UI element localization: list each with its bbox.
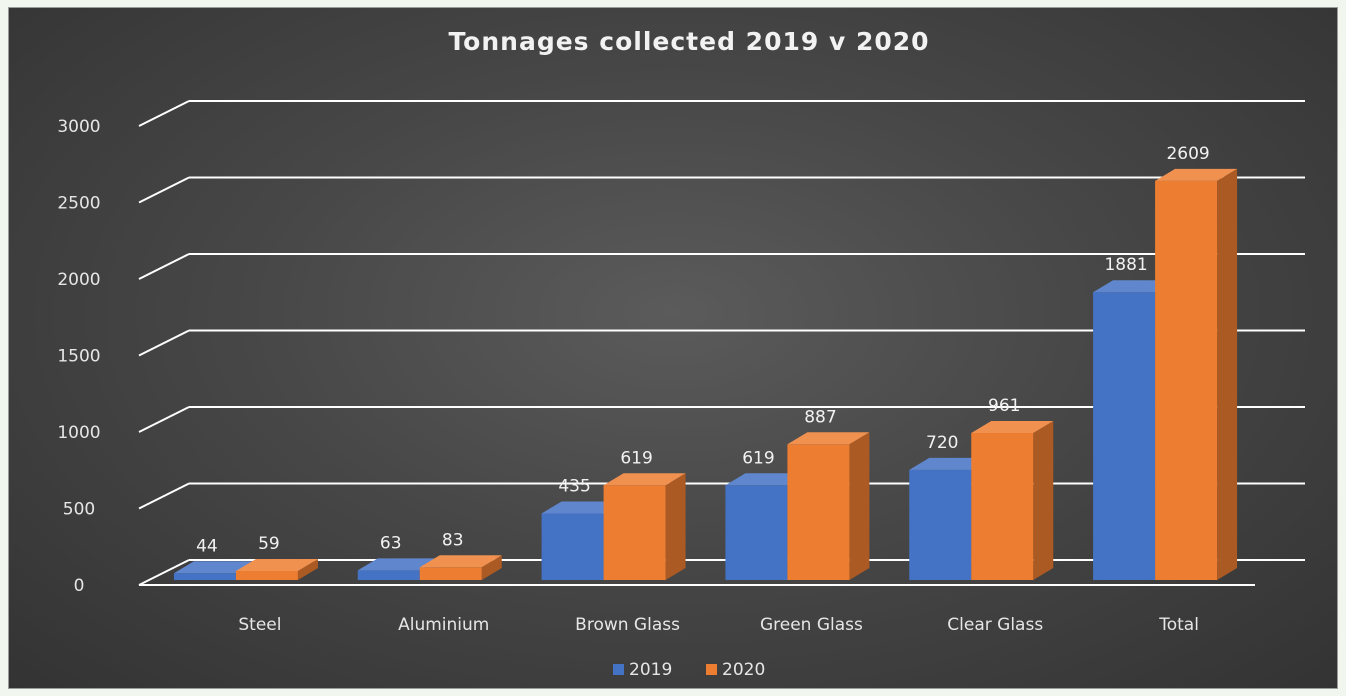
data-labels: 44 59 63 83 435 619 619 887 720 961 1881 2609 [196, 144, 1210, 556]
bar-side [849, 432, 870, 580]
bar-side [665, 473, 686, 580]
category-label: Steel [238, 615, 281, 635]
bar-front [603, 485, 666, 580]
category-label: Aluminium [398, 615, 489, 635]
y-tick-label: 2500 [57, 194, 100, 214]
bar-top [1155, 168, 1238, 181]
chart-title: Tonnages collected 2019 v 2020 [448, 27, 929, 56]
legend-swatch-2020 [706, 664, 717, 675]
data-label: 83 [442, 530, 464, 550]
bar-front [1093, 292, 1156, 580]
gridline-diagonal [138, 100, 190, 127]
data-label: 63 [380, 533, 402, 553]
y-tick-label: 0 [74, 576, 85, 596]
category-label: Brown Glass [575, 615, 680, 635]
data-label: 435 [558, 476, 590, 496]
legend-label-2020: 2020 [722, 660, 765, 680]
bar-top [971, 420, 1054, 433]
bar-front [787, 444, 850, 580]
bar-2020-clear-glass [971, 420, 1054, 580]
chart-svg: Tonnages collected 2019 v 2020 0 500 1000 1… [57, 27, 1305, 680]
data-label: 961 [988, 396, 1020, 416]
bar-top [541, 501, 624, 514]
bars [173, 168, 1238, 580]
data-label: 619 [620, 448, 652, 468]
bar-top [173, 561, 256, 574]
bar-side [481, 555, 502, 580]
bar-side [1217, 168, 1238, 580]
data-label: 2609 [1166, 144, 1209, 164]
bar-top [603, 473, 686, 486]
bar-2020-brown-glass [603, 473, 686, 580]
bar-2020-aluminium [419, 555, 502, 580]
legend-swatch-2019 [613, 664, 624, 675]
bar-front [971, 432, 1034, 580]
chart-frame: Tonnages collected 2019 v 2020 0 500 1000 1… [8, 7, 1338, 689]
x-axis-categories: Steel Aluminium Brown Glass Green Glass Clea… [238, 615, 1199, 635]
bar-2020-total [1155, 168, 1238, 580]
bar-front [725, 485, 788, 580]
gridline-diagonal [138, 482, 190, 510]
category-label: Clear Glass [947, 615, 1043, 635]
y-tick-label: 1500 [57, 347, 100, 367]
bar-side [297, 558, 318, 580]
bar-front [1155, 180, 1218, 580]
y-axis-ticks: 0 500 1000 1500 2000 2500 3000 [57, 117, 100, 596]
bar-2020-green-glass [787, 432, 870, 580]
gridline-diagonal [138, 329, 190, 357]
bar-top [725, 473, 808, 486]
bar-top [1093, 280, 1176, 293]
legend-label-2019: 2019 [629, 660, 672, 680]
category-label: Total [1158, 615, 1199, 635]
bar-front [909, 469, 972, 580]
bar-top [419, 555, 502, 568]
bar-2020-steel [235, 558, 318, 580]
bar-front [357, 570, 420, 580]
data-label: 1881 [1104, 255, 1147, 275]
bar-front [235, 570, 298, 580]
data-label: 59 [258, 534, 280, 554]
y-tick-label: 1000 [57, 423, 100, 443]
category-label: Green Glass [760, 615, 863, 635]
data-label: 619 [742, 448, 774, 468]
y-tick-label: 3000 [57, 117, 100, 137]
y-tick-label: 500 [63, 500, 95, 520]
bar-side [1033, 420, 1054, 580]
y-tick-label: 2000 [57, 270, 100, 290]
data-label: 720 [926, 433, 958, 453]
data-label: 44 [196, 536, 218, 556]
bar-front [173, 573, 236, 580]
data-label: 887 [804, 407, 836, 427]
bar-top [357, 558, 440, 571]
gridlines [138, 100, 1305, 586]
gridline-diagonal [138, 406, 190, 433]
legend: 2019 2020 [613, 660, 765, 680]
bar-top [235, 558, 318, 571]
bar-front [541, 513, 604, 580]
gridline-diagonal [138, 176, 190, 204]
bar-top [787, 432, 870, 445]
gridline-diagonal [138, 559, 190, 586]
bar-top [909, 457, 992, 470]
gridline-diagonal [138, 253, 190, 280]
bar-front [419, 567, 482, 580]
